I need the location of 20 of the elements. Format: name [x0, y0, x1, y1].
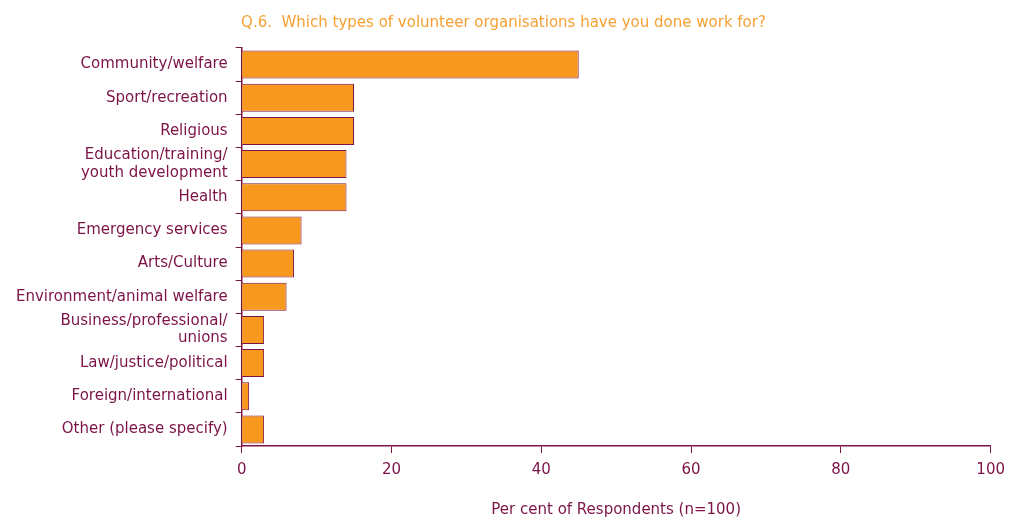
x-tick-label: 100	[976, 459, 1006, 478]
y-tick-label: Emergency services	[76, 220, 228, 239]
y-tick-label: Law/justice/political	[80, 352, 228, 371]
y-tick-label: Other (please specify)	[61, 419, 228, 438]
y-tick-label: Community/welfare	[80, 54, 228, 73]
y-tick-label: Environment/animal welfare	[16, 286, 228, 305]
y-tick-label: Business/professional/ unions	[60, 311, 229, 347]
y-tick-label: Foreign/international	[71, 386, 228, 405]
x-tick-label: 0	[236, 459, 247, 478]
x-tick-label: 80	[831, 459, 851, 478]
x-axis-title: Per cent of Respondents (n=100)	[491, 499, 741, 518]
chart-title: Q.6. Which types of volunteer organisations have you done work for?	[241, 12, 766, 31]
y-tick-label: Arts/Culture	[137, 253, 228, 272]
y-tick-label: Education/training/ youth development	[80, 145, 229, 181]
y-tick-label: Sport/recreation	[106, 87, 228, 106]
x-tick-label: 60	[681, 459, 701, 478]
y-tick-label: Religious	[160, 120, 228, 139]
x-tick-label: 40	[531, 459, 551, 478]
x-tick-label: 20	[381, 459, 401, 478]
y-tick-label: Health	[178, 187, 228, 206]
